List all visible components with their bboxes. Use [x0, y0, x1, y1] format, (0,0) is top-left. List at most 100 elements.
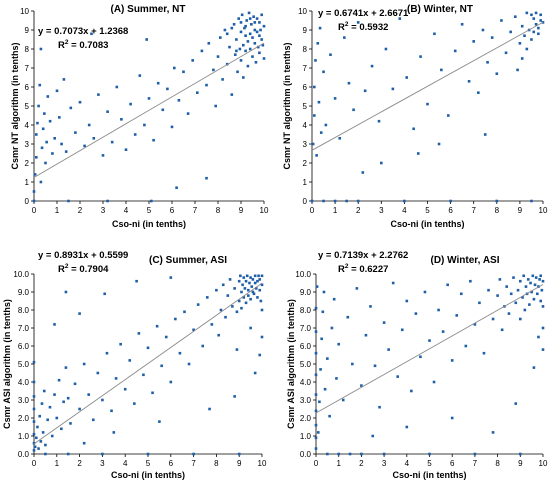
y-tick-label: 4.0	[300, 378, 312, 387]
data-point	[507, 312, 511, 315]
data-point	[405, 76, 409, 79]
data-point	[48, 119, 52, 123]
data-point	[256, 296, 259, 299]
data-point	[101, 452, 104, 456]
data-point	[533, 283, 537, 287]
chart-title: (D) Winter, ASI	[431, 255, 500, 266]
x-tick-label: 6	[448, 206, 453, 215]
data-point	[101, 154, 105, 157]
data-point	[143, 123, 146, 127]
data-point	[405, 299, 409, 303]
data-point	[242, 296, 246, 299]
data-point	[146, 452, 150, 456]
x-tick-label: 5	[425, 206, 430, 215]
data-point	[487, 288, 490, 292]
data-point	[92, 137, 96, 140]
x-tick-label: 6	[170, 206, 175, 215]
data-point	[196, 91, 199, 94]
x-tick-label: 6	[169, 459, 174, 468]
data-point	[177, 99, 181, 102]
data-point	[137, 332, 141, 335]
data-point	[360, 452, 363, 456]
data-point	[260, 274, 264, 278]
data-point	[152, 138, 155, 142]
data-point	[244, 279, 248, 283]
data-point	[432, 380, 436, 384]
x-tick-label: 10	[539, 206, 548, 215]
data-point	[256, 45, 260, 49]
data-point	[391, 87, 395, 91]
data-point	[32, 190, 36, 193]
data-point	[326, 452, 329, 456]
data-point	[205, 176, 208, 180]
data-point	[183, 310, 186, 314]
y-tick-label: 5.0	[300, 360, 312, 369]
y-tick-label: 6.0	[300, 342, 312, 351]
data-point	[251, 278, 255, 281]
data-point	[330, 326, 334, 330]
data-point	[534, 11, 538, 15]
data-point	[110, 409, 113, 413]
data-point	[87, 393, 91, 396]
y-tick-label: 8.0	[300, 306, 312, 315]
data-point	[106, 110, 109, 113]
x-tick-label: 3	[382, 459, 387, 468]
x-tick-label: 9	[239, 206, 244, 215]
data-point	[247, 294, 250, 297]
data-point	[221, 78, 224, 81]
data-point	[541, 279, 545, 283]
y-tick-label: 8	[25, 45, 30, 54]
data-point	[537, 32, 540, 36]
data-point	[258, 288, 262, 292]
data-point	[314, 436, 318, 440]
data-point	[477, 91, 480, 94]
data-point	[355, 287, 359, 290]
data-point	[378, 405, 381, 409]
data-point	[83, 144, 86, 148]
data-point	[318, 400, 321, 404]
x-tick-label: 6	[450, 459, 455, 468]
data-point	[174, 317, 177, 321]
regression-equation: y = 0.7139x + 2.2762	[318, 250, 408, 261]
data-point	[248, 32, 252, 36]
data-point	[150, 199, 153, 203]
x-tick-label: 0	[310, 206, 315, 215]
data-point	[161, 108, 165, 112]
data-point	[467, 80, 471, 83]
data-point	[398, 17, 402, 20]
x-tick-label: 9	[518, 206, 523, 215]
data-point	[237, 17, 240, 20]
data-point	[156, 81, 160, 85]
data-point	[314, 373, 318, 377]
data-point	[223, 28, 227, 32]
data-point	[396, 375, 400, 378]
data-point	[377, 119, 381, 123]
data-point	[337, 342, 340, 346]
data-point	[539, 19, 542, 22]
y-tick-label: 1.0	[300, 432, 312, 441]
data-point	[91, 418, 95, 422]
data-point	[236, 70, 239, 74]
data-point	[373, 364, 377, 368]
data-point	[64, 150, 68, 153]
data-point	[219, 36, 222, 39]
chart-title: (B) Winter, NT	[407, 4, 473, 15]
data-point	[531, 274, 535, 278]
data-point	[245, 19, 249, 22]
data-point	[314, 306, 318, 310]
data-point	[526, 278, 530, 281]
x-tick-label: 9	[237, 459, 242, 468]
data-point	[530, 199, 533, 203]
data-point	[207, 42, 211, 45]
y-tick-label: 3	[25, 140, 30, 149]
data-point	[314, 393, 318, 396]
y-tick-label: 3.0	[18, 396, 30, 405]
data-point	[472, 40, 475, 43]
y-tick-label: 0	[303, 197, 308, 206]
r-squared-label: R2 = 0.5932	[338, 21, 388, 33]
data-point	[242, 76, 245, 79]
data-point	[205, 83, 208, 87]
data-point	[48, 405, 52, 409]
y-tick-label: 2	[25, 159, 30, 168]
